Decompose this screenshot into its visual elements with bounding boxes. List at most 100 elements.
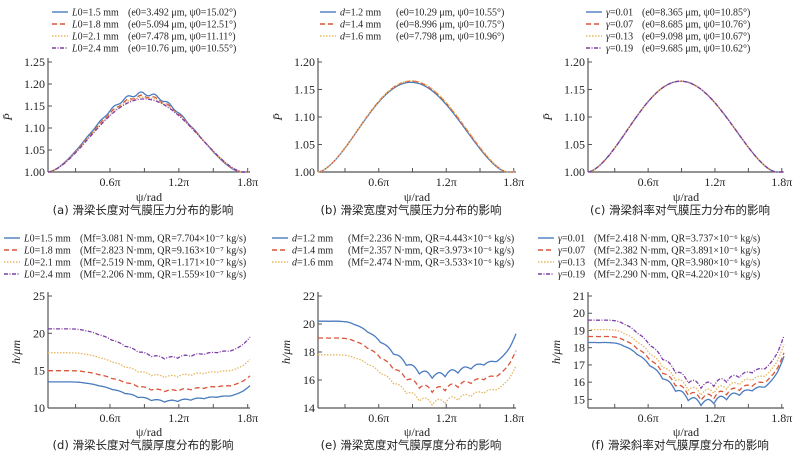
x-tick-label: 1.2π xyxy=(704,411,725,425)
x-axis-label: ψ/rad xyxy=(404,190,430,204)
legend-entry: γ=0.07 (Mf=2.382 N·mm, QR=3.891×10⁻⁶ kg/s… xyxy=(538,246,760,257)
y-tick-label: 22 xyxy=(303,289,315,303)
panel-caption: (d) 滑梁长度对气膜厚度分布的影响 xyxy=(53,438,234,452)
y-tick-label: 25 xyxy=(33,289,45,303)
legend-params: (e0=9.098 μm, ψ0=10.67°) xyxy=(642,32,750,43)
legend-label: γ=0.07 xyxy=(606,20,633,31)
x-tick-label: 1.8π xyxy=(771,175,792,189)
legend-entry: d=1.2 mm (e0=10.29 μm, ψ0=10.55°) xyxy=(320,8,504,19)
y-tick-label: 16 xyxy=(573,375,585,389)
y-tick-label: 1.10 xyxy=(564,110,585,124)
legend-params: (e0=8.365 μm, ψ0=10.85°) xyxy=(642,8,750,19)
legend-entry: d=1.6 mm (e0=7.798 μm, ψ0=10.96°) xyxy=(320,32,504,43)
series-line-c-2 xyxy=(587,80,784,173)
legend-entry: γ=0.01 (Mf=2.418 N·mm, QR=3.737×10⁻⁶ kg/s… xyxy=(538,234,760,245)
y-tick-label: 14 xyxy=(303,401,315,415)
legend-entry: L0=2.4 mm (e0=10.76 μm, ψ0=10.55°) xyxy=(52,44,236,55)
legend-label: γ=0.01 xyxy=(558,234,585,245)
legend-entry: d=1.2 mm (Mf=2.236 N·mm, QR=4.443×10⁻⁶ kg… xyxy=(272,234,514,245)
legend-params: (Mf=2.290 N·mm, QR=4.220×10⁻⁶ kg/s) xyxy=(594,270,760,281)
series-line-b-0 xyxy=(317,81,516,173)
y-tick-label: 20 xyxy=(573,306,585,320)
chart-panel-c: 1.00 1.05 1.10 1.15 1.20 0.6π 1.2π 1.8π ψ/rad P̄ γ… xyxy=(541,8,792,218)
x-tick-label: 0.6π xyxy=(368,175,389,189)
legend-label: L0=1.5 mm xyxy=(23,234,71,245)
legend-params: (Mf=2.236 N·mm, QR=4.443×10⁻⁶ kg/s) xyxy=(348,234,514,245)
y-tick-label: 16 xyxy=(303,373,315,387)
legend-label: γ=0.19 xyxy=(606,44,633,55)
y-tick-label: 21 xyxy=(573,289,585,303)
panel-caption: (e) 滑梁宽度对气膜厚度分布的影响 xyxy=(321,438,502,452)
x-tick-label: 0.6π xyxy=(638,175,659,189)
legend-entry: γ=0.07 (e0=8.685 μm, ψ0=10.76°) xyxy=(586,20,750,31)
y-axis-label: h/μm xyxy=(279,340,293,364)
x-tick-label: 1.8π xyxy=(503,411,524,425)
legend-params: (Mf=2.343 N·mm, QR=3.980×10⁻⁶ kg/s) xyxy=(594,258,760,269)
series-line-d-1 xyxy=(48,370,251,393)
x-axis-label: ψ/rad xyxy=(136,190,162,204)
legend-label: d=1.2 mm xyxy=(292,234,333,245)
series-line-a-0 xyxy=(48,91,250,173)
y-axis-label: P̄ xyxy=(1,113,15,122)
legend-label: L0=1.8 mm xyxy=(23,246,71,257)
legend-entry: L0=1.8 mm (e0=5.094 μm, ψ0=12.51°) xyxy=(52,20,236,31)
panel-caption: (b) 滑梁宽度对气膜压力分布的影响 xyxy=(321,203,502,217)
series-line-e-0 xyxy=(318,320,517,380)
y-tick-label: 10 xyxy=(33,401,45,415)
legend-entry: L0=2.4 mm (Mf=2.206 N·mm, QR=1.559×10⁻⁷ k… xyxy=(4,270,246,281)
y-tick-label: 1.05 xyxy=(24,143,45,157)
y-tick-label: 19 xyxy=(573,323,585,337)
y-axis-label: h/μm xyxy=(9,340,23,364)
legend-label: L0=1.8 mm xyxy=(71,20,119,31)
y-tick-label: 1.00 xyxy=(564,165,585,179)
y-tick-label: 1.05 xyxy=(564,138,585,152)
legend-params: (e0=10.29 μm, ψ0=10.55°) xyxy=(396,8,504,19)
legend-params: (e0=10.76 μm, ψ0=10.55°) xyxy=(128,44,236,55)
legend-label: γ=0.19 xyxy=(558,270,585,281)
legend-label: L0=1.5 mm xyxy=(71,8,119,19)
y-tick-label: 20 xyxy=(33,326,45,340)
y-tick-label: 1.05 xyxy=(294,138,315,152)
legend-label: L0=2.1 mm xyxy=(23,258,71,269)
x-tick-label: 1.2π xyxy=(168,175,189,189)
series-line-c-0 xyxy=(587,80,784,173)
y-tick-label: 18 xyxy=(303,345,315,359)
y-tick-label: 1.25 xyxy=(24,55,45,69)
chart-panel-e: 14 16 18 20 22 0.6π 1.2π 1.8π ψ/rad h/μm d=1.2 mm (… xyxy=(272,234,524,452)
legend-params: (e0=7.798 μm, ψ0=10.96°) xyxy=(396,32,504,43)
panel-caption: (a) 滑梁长度对气膜压力分布的影响 xyxy=(53,203,234,217)
series-line-b-2 xyxy=(317,80,516,173)
y-axis-label: P̄ xyxy=(271,113,285,122)
x-axis-label: ψ/rad xyxy=(136,425,162,439)
series-line-a-2 xyxy=(48,96,250,173)
legend-params: (e0=7.478 μm, ψ0=11.11°) xyxy=(128,32,236,43)
chart-panel-f: 15 16 17 18 19 20 21 0.6π 1.2π 1.8π ψ/rad h/μm γ=0.0… xyxy=(538,234,792,452)
legend-params: (Mf=2.474 N·mm, QR=3.533×10⁻⁶ kg/s) xyxy=(348,258,514,269)
panel-caption: (c) 滑梁斜率对气膜压力分布的影响 xyxy=(590,203,770,217)
y-tick-label: 20 xyxy=(303,317,315,331)
legend-entry: γ=0.13 (Mf=2.343 N·mm, QR=3.980×10⁻⁶ kg/s… xyxy=(538,258,760,269)
y-tick-label: 18 xyxy=(573,341,585,355)
series-line-f-0 xyxy=(588,341,785,407)
series-line-b-1 xyxy=(317,80,516,173)
legend-label: d=1.6 mm xyxy=(340,32,381,43)
legend-entry: L0=1.8 mm (Mf=2.823 N·mm, QR=9.163×10⁻⁷ k… xyxy=(4,246,246,257)
y-tick-label: 1.10 xyxy=(294,110,315,124)
legend-params: (Mf=2.418 N·mm, QR=3.737×10⁻⁶ kg/s) xyxy=(594,234,760,245)
legend-label: L0=2.4 mm xyxy=(23,270,71,281)
series-line-a-3 xyxy=(48,98,250,173)
legend-params: (Mf=2.823 N·mm, QR=9.163×10⁻⁷ kg/s) xyxy=(80,246,246,257)
legend-params: (e0=3.492 μm, ψ0=15.02°) xyxy=(128,8,236,19)
series-line-c-1 xyxy=(587,80,784,173)
legend-params: (e0=9.685 μm, ψ0=10.62°) xyxy=(642,44,750,55)
x-tick-label: 1.2π xyxy=(436,411,457,425)
legend-entry: L0=2.1 mm (Mf=2.519 N·mm, QR=1.171×10⁻⁷ k… xyxy=(4,258,246,269)
x-axis-label: ψ/rad xyxy=(673,190,699,204)
x-axis-label: ψ/rad xyxy=(673,425,699,439)
legend-label: d=1.4 mm xyxy=(340,20,381,31)
y-axis-label: h/μm xyxy=(549,340,563,364)
series-line-e-1 xyxy=(318,337,517,394)
series-line-e-2 xyxy=(318,354,517,407)
legend-label: γ=0.13 xyxy=(606,32,633,43)
